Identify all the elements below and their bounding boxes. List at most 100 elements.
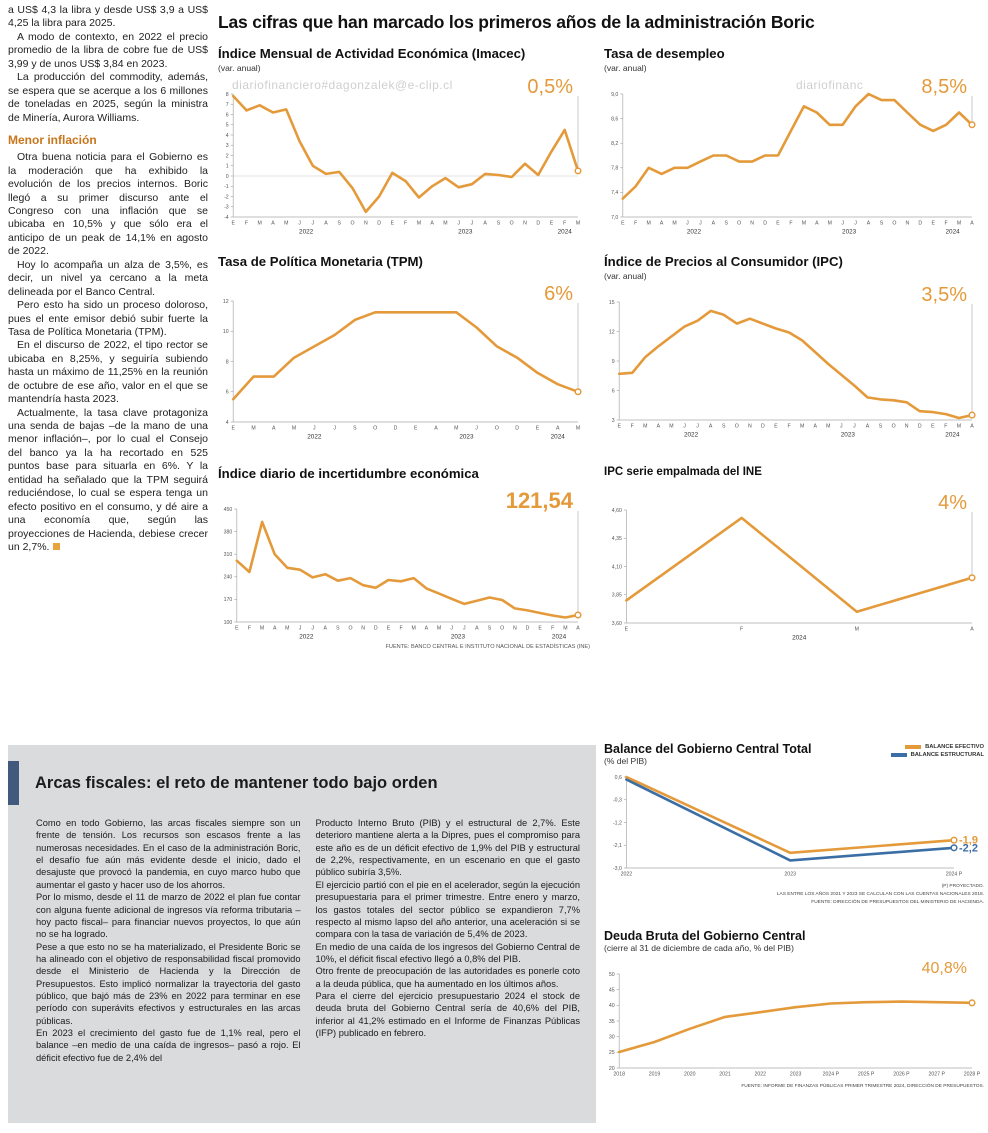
- svg-text:M: M: [643, 424, 647, 430]
- svg-text:M: M: [284, 221, 288, 227]
- legend-label: BALANCE EFECTIVO: [925, 744, 984, 750]
- svg-text:E: E: [387, 626, 391, 632]
- svg-text:J: J: [686, 221, 689, 227]
- svg-text:J: J: [683, 424, 686, 430]
- svg-text:3: 3: [226, 143, 229, 149]
- left-article-column: a US$ 4,3 la libra y desde US$ 3,9 a US$…: [8, 4, 208, 554]
- svg-text:M: M: [258, 221, 262, 227]
- svg-text:2024 P: 2024 P: [946, 872, 963, 878]
- svg-text:F: F: [944, 424, 947, 430]
- svg-text:2024: 2024: [792, 635, 807, 642]
- svg-text:A: A: [970, 627, 974, 633]
- svg-text:E: E: [235, 626, 239, 632]
- svg-text:2025 P: 2025 P: [858, 1072, 875, 1078]
- chart-header: Balance del Gobierno Central Total (% de…: [604, 742, 984, 769]
- svg-text:3,85: 3,85: [612, 593, 622, 599]
- svg-text:D: D: [918, 221, 922, 227]
- svg-text:N: N: [361, 626, 365, 632]
- spacer: [218, 271, 590, 283]
- svg-text:A: A: [434, 426, 438, 432]
- chart-title: Tasa de Política Monetaria (TPM): [218, 254, 423, 269]
- svg-text:J: J: [298, 221, 301, 227]
- svg-text:N: N: [364, 221, 368, 227]
- svg-text:8: 8: [226, 92, 229, 98]
- svg-text:380: 380: [224, 529, 233, 535]
- fiscal-paragraph: En 2023 el crecimiento del gasto fue de …: [36, 1028, 301, 1063]
- chart-subtitle: (% del PIB): [604, 756, 647, 766]
- svg-text:D: D: [918, 424, 922, 430]
- article-paragraph: a US$ 4,3 la libra y desde US$ 3,9 a US$…: [8, 4, 208, 30]
- svg-text:2024 P: 2024 P: [823, 1072, 840, 1078]
- article-paragraph: La producción del commodity, además, se …: [8, 71, 208, 124]
- spacer: [604, 480, 984, 492]
- svg-text:4,60: 4,60: [612, 508, 622, 514]
- svg-text:M: M: [672, 221, 676, 227]
- svg-text:A: A: [867, 221, 871, 227]
- svg-text:E: E: [617, 424, 621, 430]
- imacec-line-chart: 8 7 6 5 4 3 2 1 0 -1 -2 -3 -4 E F M A M J J A S O N D E F M A M J J A S O N…: [218, 76, 590, 236]
- chart-title: Índice de Precios al Consumidor (IPC): [604, 254, 843, 269]
- svg-text:A: A: [815, 221, 819, 227]
- chart-incertidumbre: Índice diario de incertidumbre económica…: [218, 466, 590, 650]
- svg-text:A: A: [866, 424, 870, 430]
- footnote: FUENTE: INFORME DE FINANZAS PÚBLICAS PRI…: [741, 1084, 984, 1090]
- svg-text:J: J: [463, 626, 466, 632]
- svg-text:E: E: [538, 626, 542, 632]
- svg-text:M: M: [260, 626, 264, 632]
- svg-text:7: 7: [226, 102, 229, 108]
- chart-ipc: Índice de Precios al Consumidor (IPC) (v…: [604, 254, 984, 439]
- svg-text:40: 40: [609, 1004, 615, 1010]
- svg-text:7,8: 7,8: [611, 166, 618, 172]
- svg-text:0,6: 0,6: [615, 775, 622, 781]
- fiscal-paragraph: Otro frente de preocupación de las autor…: [315, 966, 581, 989]
- svg-text:N: N: [513, 626, 517, 632]
- article-subhead: Menor inflación: [8, 132, 97, 147]
- svg-text:M: M: [576, 221, 580, 227]
- svg-text:J: J: [699, 221, 702, 227]
- svg-text:S: S: [353, 426, 357, 432]
- svg-text:E: E: [774, 424, 778, 430]
- chart-title: Índice diario de incertidumbre económica: [218, 466, 479, 481]
- svg-text:M: M: [647, 221, 651, 227]
- fiscal-headline-row: Arcas fiscales: el reto de mantener todo…: [8, 761, 596, 805]
- svg-text:2023: 2023: [459, 434, 474, 441]
- svg-text:35: 35: [609, 1019, 615, 1025]
- svg-text:2022: 2022: [621, 872, 633, 878]
- svg-text:E: E: [625, 627, 629, 633]
- svg-text:J: J: [840, 424, 843, 430]
- svg-text:E: E: [536, 426, 540, 432]
- svg-text:D: D: [394, 426, 398, 432]
- desempleo-line-chart: 9,0 8,6 8,2 7,8 7,4 7,0 E F M A M J J A S O N D E F M A M J J A S O…: [604, 76, 984, 236]
- svg-text:M: M: [454, 426, 458, 432]
- svg-text:E: E: [231, 221, 235, 227]
- svg-text:2023: 2023: [790, 1072, 802, 1078]
- ipc-empalmada-line-chart: 4,60 4,35 4,10 3,85 3,60 E F M A 2024 4%: [604, 492, 984, 642]
- svg-text:-3,0: -3,0: [613, 866, 622, 872]
- footnote: LAS ENTRE LOS AÑOS 2021 Y 2023 SE CALCUL…: [776, 892, 984, 898]
- svg-text:O: O: [735, 424, 739, 430]
- svg-text:A: A: [425, 626, 429, 632]
- svg-text:M: M: [292, 426, 296, 432]
- svg-text:8,6: 8,6: [611, 116, 618, 122]
- svg-text:F: F: [399, 626, 402, 632]
- svg-text:J: J: [333, 426, 336, 432]
- svg-text:D: D: [761, 424, 765, 430]
- article-paragraph-end: Actualmente, la tasa clave protagoniza u…: [8, 406, 208, 553]
- svg-text:0,5%: 0,5%: [527, 76, 573, 98]
- svg-text:M: M: [563, 626, 567, 632]
- svg-text:A: A: [430, 221, 434, 227]
- svg-text:2026 P: 2026 P: [893, 1072, 910, 1078]
- svg-text:M: M: [957, 424, 961, 430]
- svg-text:7,4: 7,4: [611, 190, 618, 196]
- svg-text:J: J: [311, 626, 314, 632]
- svg-text:F: F: [563, 221, 566, 227]
- fiscal-paragraph: El ejercicio partió con el pie en el ace…: [315, 879, 581, 940]
- svg-text:2024: 2024: [945, 229, 960, 236]
- svg-text:J: J: [841, 221, 844, 227]
- svg-text:E: E: [776, 221, 780, 227]
- fiscal-headline: Arcas fiscales: el reto de mantener todo…: [35, 773, 438, 792]
- svg-text:E: E: [550, 221, 554, 227]
- svg-text:F: F: [551, 626, 554, 632]
- fiscal-paragraph: Por lo mismo, desde el 11 de marzo de 20…: [36, 892, 301, 940]
- svg-text:O: O: [495, 426, 499, 432]
